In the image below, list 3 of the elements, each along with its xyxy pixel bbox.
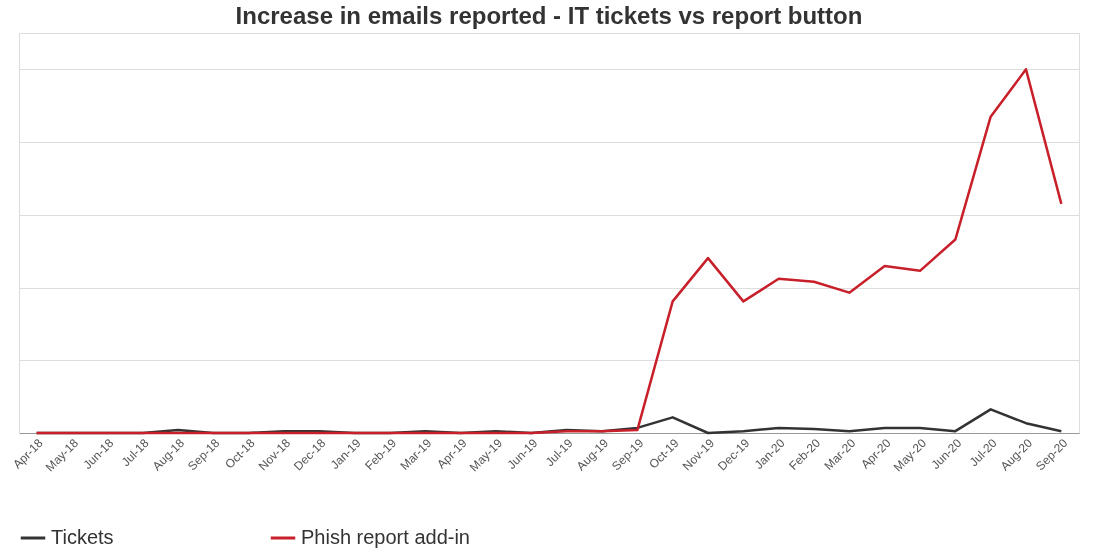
legend-label: Tickets bbox=[51, 526, 114, 548]
legend-label: Phish report add-in bbox=[301, 526, 470, 548]
chart-title: Increase in emails reported - IT tickets vs report button bbox=[235, 2, 863, 29]
